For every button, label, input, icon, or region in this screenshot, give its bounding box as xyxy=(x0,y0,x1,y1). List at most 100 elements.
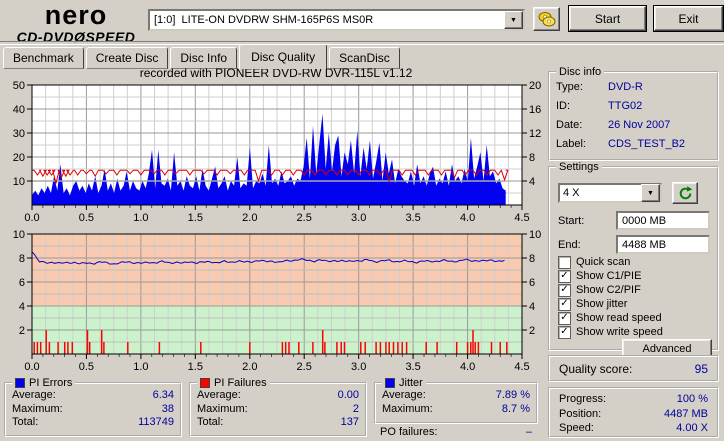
svg-text:1.5: 1.5 xyxy=(188,361,203,373)
svg-text:2.0: 2.0 xyxy=(242,212,257,224)
checkbox-show-write-speed[interactable]: ✓ Show write speed xyxy=(558,325,713,339)
toolbar-divider xyxy=(0,41,724,45)
svg-text:6: 6 xyxy=(529,277,535,289)
chart-title: recorded with PIONEER DVD-RW DVR-115L v1… xyxy=(139,66,413,80)
svg-text:0.0: 0.0 xyxy=(24,361,39,373)
drive-select-value: [1:0] LITE-ON DVDRW SHM-165P6S MS0R xyxy=(154,14,374,26)
svg-text:0.5: 0.5 xyxy=(79,361,94,373)
stat-row: Average: 0.00 xyxy=(197,389,359,401)
svg-text:2: 2 xyxy=(19,325,25,337)
svg-text:4.0: 4.0 xyxy=(460,361,475,373)
svg-text:30: 30 xyxy=(13,128,25,140)
svg-text:50: 50 xyxy=(13,80,25,92)
speed-select[interactable]: 4 X ▼ xyxy=(558,183,662,203)
stat-row: Average: 7.89 % xyxy=(382,389,530,401)
pi-errors-color-swatch xyxy=(15,378,25,388)
tab-create-disc[interactable]: Create Disc xyxy=(85,47,169,69)
tab-disc-quality[interactable]: Disc Quality xyxy=(239,44,328,69)
checkbox-show-c1-pie[interactable]: ✓ Show C1/PIE xyxy=(558,269,713,283)
svg-text:1.0: 1.0 xyxy=(133,212,148,224)
svg-text:4: 4 xyxy=(529,301,535,313)
svg-text:10: 10 xyxy=(529,229,541,241)
po-failures-row: PO failures: – xyxy=(380,426,532,438)
tab-scandisc[interactable]: ScanDisc xyxy=(329,47,400,69)
svg-text:4.5: 4.5 xyxy=(514,212,529,224)
pi-errors-chart: 0.0 0.5 1.0 1.5 2.0 2.5 3.0 3.5 4.0 4.5 10 20 30 40 50… xyxy=(2,78,547,233)
progress-row: Progress: 100 % xyxy=(559,393,708,405)
svg-text:20: 20 xyxy=(13,152,25,164)
svg-text:2.5: 2.5 xyxy=(297,212,312,224)
tab-disc-info[interactable]: Disc Info xyxy=(170,47,238,69)
svg-text:0.5: 0.5 xyxy=(79,212,94,224)
progress-box: Progress: 100 % Position: 4487 MB Speed: 4.… xyxy=(548,387,719,438)
advanced-button[interactable]: Advanced xyxy=(622,339,712,359)
pi-failures-stats: PI Failures Average: 0.00 Maximum: 2 Total… xyxy=(189,377,367,437)
end-label: End: xyxy=(558,239,581,251)
tab-strip: Benchmark Create Disc Disc Info Disc Qua… xyxy=(3,44,402,69)
logo-nero-text: nero xyxy=(44,0,108,30)
disc-info-title: Disc info xyxy=(559,66,602,78)
svg-text:8: 8 xyxy=(529,253,535,265)
checkbox-show-read-speed[interactable]: ✓ Show read speed xyxy=(558,311,713,325)
svg-text:1.0: 1.0 xyxy=(133,361,148,373)
svg-text:4: 4 xyxy=(529,176,535,188)
drive-select[interactable]: [1:0] LITE-ON DVDRW SHM-165P6S MS0R ▼ xyxy=(148,9,525,31)
start-button[interactable]: Start xyxy=(569,6,646,31)
chevron-down-icon[interactable]: ▼ xyxy=(641,184,660,202)
checkbox-quick-scan[interactable]: Quick scan xyxy=(558,255,713,269)
svg-text:2: 2 xyxy=(529,325,535,337)
disc-info-row: Type: DVD-R xyxy=(556,81,643,93)
svg-text:8: 8 xyxy=(529,152,535,164)
pi-errors-legend: PI Errors xyxy=(12,377,75,389)
pi-failures-legend: PI Failures xyxy=(197,377,270,389)
checkbox-icon[interactable]: ✓ xyxy=(558,311,571,325)
settings-group: Settings 4 X ▼ Start: 0000 MB End: 4488 … xyxy=(548,161,719,359)
end-field[interactable]: 4488 MB xyxy=(616,235,710,254)
pi-failures-color-swatch xyxy=(200,378,210,388)
svg-text:3.5: 3.5 xyxy=(405,361,420,373)
position-row: Position: 4487 MB xyxy=(559,407,708,420)
disc-stack-button[interactable] xyxy=(533,7,560,31)
stat-row: Maximum: 38 xyxy=(12,402,174,415)
svg-text:8: 8 xyxy=(19,253,25,265)
svg-text:3.0: 3.0 xyxy=(351,212,366,224)
svg-text:16: 16 xyxy=(529,104,541,116)
checkbox-show-c2-pif[interactable]: ✓ Show C2/PIF xyxy=(558,283,713,297)
exit-button[interactable]: Exit xyxy=(654,6,723,31)
refresh-button[interactable] xyxy=(672,182,698,204)
disc-info-group: Disc info Type: DVD-R ID: TTG02 Date: 26 No… xyxy=(548,66,719,161)
jitter-chart: 0.0 0.5 1.0 1.5 2.0 2.5 3.0 3.5 4.0 4.5 2 4 6 8 10 2 4 6 8… xyxy=(2,228,547,383)
svg-text:6: 6 xyxy=(19,277,25,289)
disc-info-row: Date: 26 Nov 2007 xyxy=(556,119,671,131)
checkbox-icon[interactable]: ✓ xyxy=(558,297,571,311)
stat-row: Maximum: 2 xyxy=(197,402,359,415)
checkbox-icon[interactable]: ✓ xyxy=(558,283,571,297)
stat-row: Total: 113749 xyxy=(12,416,174,428)
svg-text:0.0: 0.0 xyxy=(24,212,39,224)
svg-text:4.5: 4.5 xyxy=(514,361,529,373)
stat-row: Total: 137 xyxy=(197,416,359,428)
start-field[interactable]: 0000 MB xyxy=(616,211,710,230)
jitter-legend: Jitter xyxy=(382,377,426,389)
svg-text:3.5: 3.5 xyxy=(405,212,420,224)
checkbox-icon[interactable]: ✓ xyxy=(558,325,571,339)
svg-text:20: 20 xyxy=(529,80,541,92)
jitter-stats: Jitter Average: 7.89 % Maximum: 8.7 % xyxy=(374,377,538,424)
tab-benchmark[interactable]: Benchmark xyxy=(3,47,84,69)
settings-title: Settings xyxy=(559,161,599,173)
checkbox-show-jitter[interactable]: ✓ Show jitter xyxy=(558,297,713,311)
svg-text:12: 12 xyxy=(529,128,541,140)
disc-info-row: ID: TTG02 xyxy=(556,100,643,112)
disc-icon: Ø xyxy=(74,29,86,45)
scan-options: Quick scan ✓ Show C1/PIE ✓ Show C2/PIF ✓ Sh… xyxy=(558,255,713,339)
disc-info-row: Label: CDS_TEST_B2 xyxy=(556,138,686,150)
quality-score-label: Quality score: xyxy=(559,361,633,376)
speed-select-value: 4 X xyxy=(563,187,580,199)
checkbox-icon[interactable] xyxy=(558,255,571,269)
stat-row: Maximum: 8.7 % xyxy=(382,402,530,415)
chevron-down-icon[interactable]: ▼ xyxy=(504,11,523,29)
checkbox-icon[interactable]: ✓ xyxy=(558,269,571,283)
pi-errors-stats: PI Errors Average: 6.34 Maximum: 38 Total:… xyxy=(4,377,182,437)
svg-text:3.0: 3.0 xyxy=(351,361,366,373)
svg-text:2.0: 2.0 xyxy=(242,361,257,373)
